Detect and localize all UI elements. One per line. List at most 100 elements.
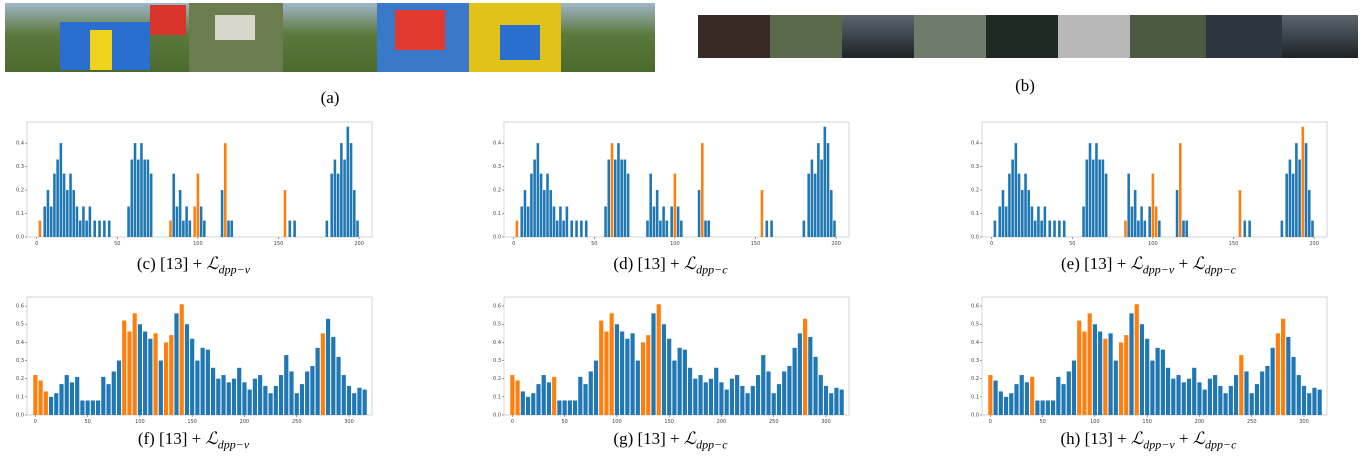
bar (730, 379, 734, 415)
bar (1281, 319, 1285, 415)
bar (1088, 313, 1092, 415)
loss-subscript: dpp−c (696, 262, 727, 276)
bar (326, 319, 330, 415)
bar (1014, 384, 1018, 415)
bar (520, 206, 523, 237)
bar (1305, 143, 1308, 237)
bar (185, 324, 189, 415)
bar (44, 391, 48, 415)
bar (657, 304, 661, 415)
bar (589, 371, 593, 415)
bar (1053, 221, 1056, 237)
bar (653, 206, 656, 237)
bar (72, 190, 75, 237)
bar (356, 221, 359, 237)
bar (1302, 127, 1305, 237)
bar (221, 375, 225, 415)
bar (719, 382, 723, 415)
bar (1061, 384, 1065, 415)
bar (59, 384, 63, 415)
bar (583, 384, 587, 415)
bar (617, 143, 620, 237)
frame (842, 15, 914, 58)
bar (221, 190, 224, 237)
x-tick-label: 0 (989, 419, 992, 425)
bar (725, 390, 729, 415)
bar (1041, 400, 1045, 415)
bar (206, 350, 210, 415)
bar (761, 355, 765, 415)
bar (1140, 206, 1143, 237)
loss-subscript: dpp−v (218, 437, 249, 451)
bar (1114, 361, 1118, 415)
bar (353, 190, 356, 237)
bar (557, 400, 561, 415)
bar (1067, 371, 1071, 415)
bar (840, 390, 844, 415)
x-tick-label: 50 (1069, 241, 1075, 247)
bar (352, 393, 356, 415)
x-tick-label: 100 (193, 241, 203, 247)
bar (1004, 397, 1008, 415)
bar (1158, 221, 1161, 237)
bar (1308, 190, 1311, 237)
bar (559, 206, 562, 237)
bar (237, 368, 241, 415)
bar (357, 388, 361, 415)
y-tick-label: 0.4 (16, 340, 24, 346)
x-tick-label: 150 (1142, 419, 1152, 425)
bar (1037, 206, 1040, 237)
bar (321, 333, 325, 415)
bar (289, 371, 293, 415)
x-tick-label: 0 (34, 419, 37, 425)
bar (1082, 206, 1085, 237)
plot-frame (504, 122, 849, 237)
bar (1040, 221, 1043, 237)
bar (624, 160, 627, 237)
bar (814, 174, 817, 237)
x-tick-label: 50 (591, 241, 597, 247)
bar (830, 190, 833, 237)
bar (1031, 206, 1034, 237)
bar (1244, 371, 1248, 415)
bar (563, 400, 567, 415)
loss-subscript: dpp−c (696, 437, 727, 451)
chart-caption: (g) [13] + ℒdpp−c (613, 429, 727, 452)
bar (1192, 368, 1196, 415)
bar (516, 221, 519, 237)
frame-detail (500, 25, 540, 60)
bar (735, 375, 739, 415)
bar (43, 206, 46, 237)
bar (1105, 174, 1108, 237)
bar (1008, 174, 1011, 237)
bar (80, 400, 84, 415)
bar (765, 221, 768, 237)
bar (573, 400, 577, 415)
x-tick-label: 100 (612, 419, 622, 425)
bar (672, 361, 676, 415)
y-tick-label: 0.3 (16, 358, 24, 364)
bar (1109, 333, 1113, 415)
bar (227, 382, 231, 415)
bar (112, 371, 116, 415)
bar (248, 390, 252, 415)
bar (1166, 368, 1170, 415)
bar (1156, 348, 1160, 415)
bar (670, 206, 673, 237)
x-tick-label: 200 (240, 419, 250, 425)
y-tick-label: 0.3 (493, 164, 501, 170)
frame (1282, 15, 1358, 58)
bar (674, 174, 677, 237)
bar (134, 143, 137, 237)
bar (678, 348, 682, 415)
bar (1297, 375, 1301, 415)
bar (662, 206, 665, 237)
bar (1124, 335, 1128, 415)
x-tick-label: 0 (512, 241, 515, 247)
bar (1311, 221, 1314, 237)
x-tick-label: 100 (135, 419, 145, 425)
bar (777, 384, 781, 415)
